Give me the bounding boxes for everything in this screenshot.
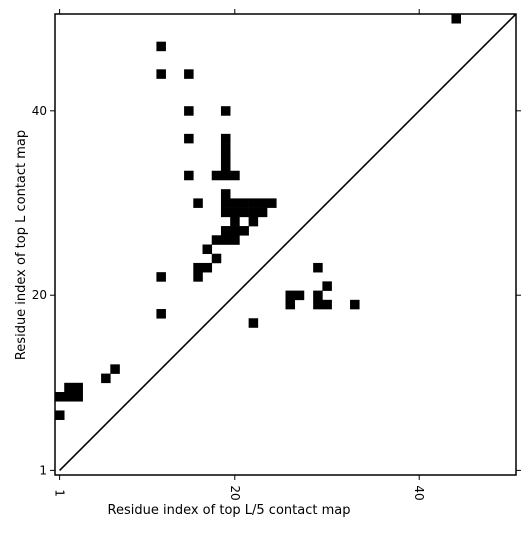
axis-ticks: 1 20 40 1 20 40 [32,9,521,501]
contact-cell [220,133,231,144]
contact-cell [230,207,240,218]
contact-cell [156,41,166,52]
contact-cell [322,299,332,310]
contact-cell [220,152,231,162]
y-tick-label: 20 [32,288,47,302]
contact-cell [193,262,203,273]
contact-cell [313,290,323,301]
diagonal-line [59,13,517,471]
contact-cell [73,392,83,402]
contact-cell [156,309,166,319]
contact-cell [239,207,249,218]
contact-cell [230,216,240,227]
x-axis-label: Residue index of top L/5 contact map [108,503,351,518]
contact-cell [193,198,203,208]
contact-cell [239,198,249,208]
y-tick-label: 40 [32,104,47,118]
contact-cell [451,14,461,24]
contact-cell [248,207,259,218]
contact-cell [55,410,65,420]
contact-cell [184,69,194,79]
contact-cell [285,290,296,301]
contact-cell [110,364,120,374]
x-tick-label: 20 [228,485,242,500]
contact-cell [220,143,231,153]
contact-cell [220,207,231,218]
contact-cell [322,281,332,291]
contact-cell [55,392,65,402]
contact-cell [184,133,194,144]
contact-cell [211,170,222,181]
contact-cell [101,373,111,384]
contact-cell [248,198,259,208]
contact-cell [211,253,222,264]
contact-cell [156,272,166,282]
contact-cell [239,226,249,236]
contact-cell [220,170,231,181]
contact-cell [184,106,194,116]
contact-cell [257,207,268,218]
contact-cell [156,69,166,79]
contact-cell [313,299,323,310]
contact-cell [230,226,240,236]
contact-cell [202,262,213,273]
contact-cell [257,198,268,208]
contact-cell [193,272,203,282]
contact-cell [350,299,360,310]
contact-cell [64,382,74,393]
contact-cell [220,226,231,236]
contact-cell [294,290,305,301]
contact-cell [211,235,222,245]
x-tick-label: 40 [412,485,426,500]
contact-cell [220,106,231,116]
y-tick-label: 1 [39,463,47,477]
plot-frame [54,13,517,476]
contact-cell [267,198,277,208]
contact-cell [184,170,194,181]
contact-cell [230,170,240,181]
contact-cell [285,299,296,310]
contact-cell [248,216,259,227]
contact-cell [73,382,83,393]
contact-cell [202,244,213,255]
contact-cell [230,235,240,245]
x-tick-label: 1 [53,489,67,497]
y-axis-label: Residue index of top L contact map [14,130,29,360]
contact-cell [220,161,231,172]
contact-cell [313,262,323,273]
contact-cell [220,198,231,208]
contact-cell [230,198,240,208]
contact-cell [64,392,74,402]
contact-cells [55,14,461,420]
contact-cell [220,189,231,199]
contact-cell [248,318,259,328]
contact-cell [220,235,231,245]
